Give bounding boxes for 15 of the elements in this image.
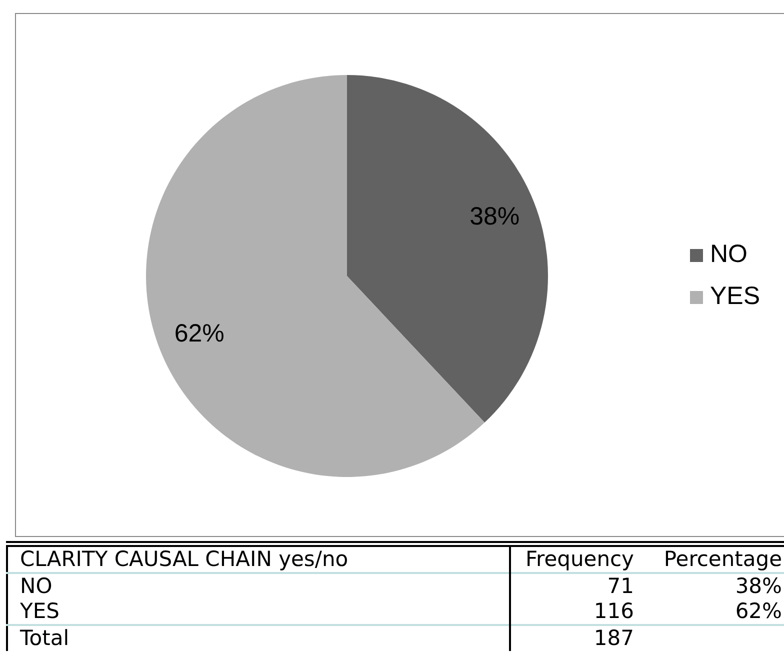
- category-label: YES: [20, 599, 60, 623]
- text: Total: [19, 625, 70, 651]
- text: 71: [510, 573, 639, 599]
- category-label: NO: [20, 574, 52, 598]
- data-label: 38%: [470, 202, 520, 230]
- data-label: 62%: [174, 319, 224, 348]
- text: Percentage: [662, 546, 783, 573]
- legend-label: NO: [710, 240, 748, 268]
- legend-label: YES: [710, 282, 760, 310]
- text: 187: [510, 625, 639, 651]
- text: Frequency: [510, 544, 639, 573]
- text: 62%: [735, 599, 782, 623]
- text: 116: [510, 599, 639, 625]
- text: CLARITY CAUSAL CHAIN yes/no: [19, 546, 350, 573]
- text: 38%: [735, 574, 782, 598]
